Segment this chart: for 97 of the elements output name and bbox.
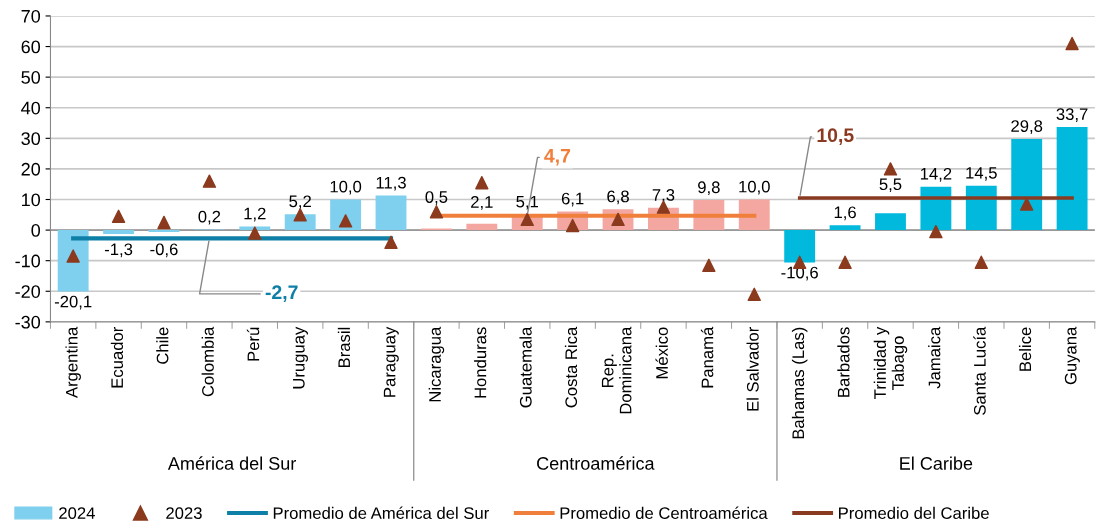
x-tick-label: Panamá [700, 326, 714, 388]
y-tick-label: 0 [31, 224, 41, 237]
data-label: 5,1 [516, 195, 538, 210]
legend-label: 2023 [166, 507, 202, 520]
point [111, 209, 126, 224]
point [974, 255, 988, 269]
point [929, 224, 943, 239]
point [66, 249, 80, 263]
data-label: 6,1 [561, 192, 584, 207]
y-tick-label: -30 [15, 315, 41, 329]
bar [57, 230, 89, 292]
x-tick-label: Barbados [837, 327, 850, 397]
x-tick-label: Costa Rica [564, 326, 578, 408]
x-tick-label: Santa Lucía [973, 326, 986, 415]
legend-label: Promedio del Caribe [839, 506, 989, 520]
bar [965, 185, 997, 231]
text: El Caribe [900, 456, 973, 470]
data-label: 0,5 [425, 191, 448, 205]
data-label: 1,2 [244, 207, 266, 222]
bar [466, 223, 498, 231]
x-tick-label: Belice [1018, 327, 1032, 371]
point [883, 162, 898, 176]
x-tick-label: Rep. Dominicana [601, 326, 632, 414]
y-tick-label: 60 [21, 40, 41, 54]
x-tick-label: El Salvador [746, 326, 759, 411]
point [157, 215, 171, 230]
point [838, 255, 852, 269]
data-label: 14,5 [966, 167, 997, 181]
data-label: 11,3 [376, 176, 406, 191]
data-label: 33,7 [1056, 108, 1088, 123]
bar [1011, 138, 1043, 231]
x-tick-label: Jamaica [928, 326, 941, 389]
bar [829, 225, 861, 231]
data-label: 14,2 [920, 167, 952, 182]
point [1019, 197, 1034, 211]
x-tick-label: Honduras [474, 327, 487, 398]
data-label: 2,1 [471, 196, 493, 210]
bar [875, 213, 906, 231]
point [202, 174, 217, 188]
x-tick-label: Bahamas (Las) [791, 327, 808, 439]
x-tick-label: Colombia [201, 326, 214, 397]
bar [103, 230, 135, 235]
data-label: 6,8 [607, 190, 629, 205]
data-label: 5,2 [289, 195, 311, 210]
x-tick-label: Paraguay [383, 326, 399, 397]
legend-label: Promedio de América del Sur [273, 506, 489, 520]
point [656, 200, 671, 214]
bar [784, 230, 816, 263]
legend-label: Promedio de Centroamérica [560, 506, 768, 520]
data-label: -20,1 [54, 295, 92, 310]
y-tick-label: 30 [21, 132, 41, 146]
data-label: 1,6 [834, 206, 856, 221]
x-tick-label: Nicaragua [428, 326, 445, 402]
data-label: 29,8 [1011, 120, 1043, 134]
point [384, 235, 398, 250]
bar [1056, 127, 1088, 231]
x-tick-label: Uruguay [293, 326, 308, 389]
point [702, 258, 716, 272]
x-tick-label: Brasil [337, 327, 351, 368]
data-label: 10,0 [739, 180, 770, 195]
text: América del Sur [167, 456, 297, 470]
text: Centroamérica [537, 456, 655, 470]
data-label: 0,2 [198, 210, 221, 225]
y-tick-label: 70 [21, 9, 41, 23]
data-label: 5,5 [879, 178, 902, 193]
point [747, 287, 761, 302]
point [248, 226, 262, 240]
x-tick-label: Guyana [1064, 326, 1080, 385]
x-tick-label: Guatemala [519, 326, 532, 408]
bar [738, 199, 770, 231]
annotation: 4,7 [544, 149, 571, 166]
bar [375, 195, 407, 231]
x-tick-label: Trinidad y Tabago [873, 326, 908, 399]
y-tick-label: 20 [21, 162, 41, 176]
point [1065, 36, 1079, 51]
point [429, 205, 444, 219]
point [475, 175, 489, 190]
data-label: 9,8 [698, 181, 720, 196]
annotation: -2,7 [265, 285, 298, 302]
data-label: 10,0 [330, 180, 362, 195]
data-label: 7,3 [652, 188, 675, 203]
x-tick-label: Argentina [65, 326, 81, 399]
data-label: -0,6 [150, 243, 178, 258]
data-label: -1,3 [104, 243, 133, 258]
x-tick-label: México [655, 327, 668, 379]
bar [239, 226, 271, 231]
y-tick-label: -10 [15, 254, 41, 268]
y-tick-label: -20 [15, 285, 41, 298]
x-tick-label: Ecuador [110, 326, 124, 388]
y-tick-label: 10 [22, 193, 41, 207]
x-tick-label: Chile [156, 327, 169, 364]
annotation: 10,5 [817, 128, 854, 145]
point [520, 212, 534, 227]
x-tick-label: Perú [246, 327, 260, 361]
y-tick-label: 50 [21, 71, 41, 84]
y-tick-label: 40 [21, 101, 41, 115]
legend-label: 2024 [59, 507, 95, 520]
